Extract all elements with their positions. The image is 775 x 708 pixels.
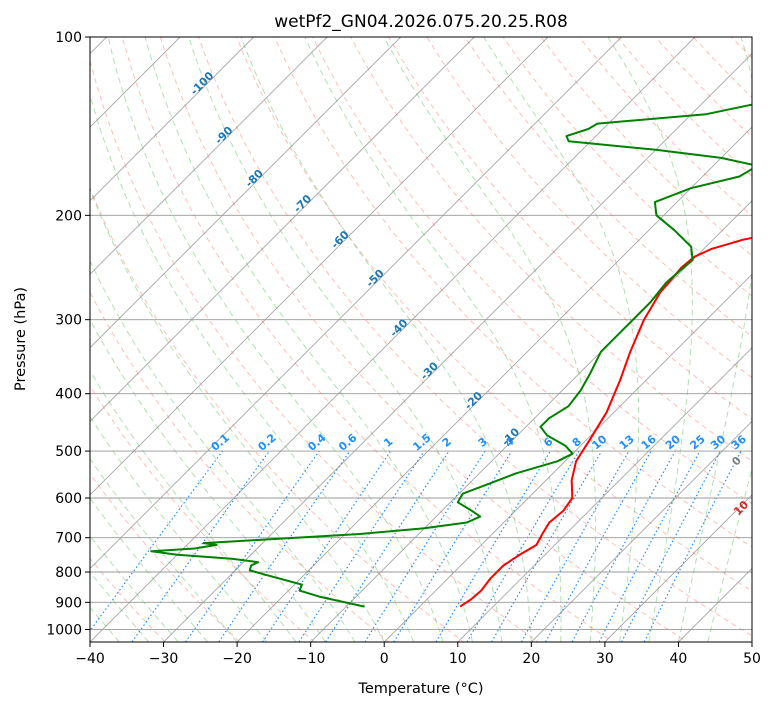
isotherm-line	[236, 126, 752, 642]
mixing-ratio-line	[325, 450, 450, 642]
isotherm-line	[90, 37, 549, 496]
mixing-ratio-line	[131, 450, 270, 642]
dry-adiabat-line	[90, 291, 390, 642]
isotherm-line	[162, 52, 752, 642]
mixing-ratio-line	[185, 450, 320, 642]
isotherm-line	[90, 37, 255, 202]
dry-adiabat-line	[90, 384, 316, 642]
x-tick-label: −40	[75, 651, 105, 667]
moist-adiabat-line	[90, 415, 267, 642]
y-tick-label: 1000	[46, 622, 82, 638]
moist-adiabats	[90, 37, 752, 642]
mixing-ratio-line	[571, 450, 676, 642]
mixing-ratio-line	[218, 450, 351, 642]
moist-adiabat-line	[90, 369, 297, 642]
x-axis-title: Temperature (°C)	[357, 681, 483, 697]
x-tick-label: −30	[149, 651, 179, 667]
moist-adiabat-line	[677, 37, 752, 642]
dry-adiabat-line	[236, 37, 752, 592]
y-tick-label: 400	[55, 387, 82, 403]
moist-adiabat-line	[188, 37, 503, 642]
y-axis-title: Pressure (hPa)	[13, 287, 29, 391]
dewpoint-profile-line	[150, 103, 752, 608]
dry-adiabat-line	[502, 37, 752, 297]
x-tick-label: 30	[596, 651, 614, 667]
isotherm-line	[604, 494, 752, 642]
x-tick-label: 0	[380, 651, 389, 667]
isotherm-line	[383, 273, 752, 642]
y-axis-ticks: 100 200 300 400 500 600 700 800 900 1000	[46, 30, 90, 638]
isotherms	[90, 37, 752, 642]
moist-adiabat-line	[90, 497, 209, 642]
moist-adiabat-line	[90, 259, 356, 642]
x-tick-label: −10	[296, 651, 326, 667]
x-axis-ticks: −40 −30 −20 −10 0 10 20 30 40 50	[75, 642, 761, 667]
moist-adiabat-line	[90, 188, 385, 642]
x-tick-label: 20	[522, 651, 540, 667]
moist-adiabat-line	[144, 37, 473, 642]
moist-adiabat-line	[483, 37, 640, 642]
x-tick-label: 40	[670, 651, 688, 667]
mixing-ratio-line	[261, 450, 391, 642]
y-tick-label: 900	[55, 595, 82, 611]
isotherm-line	[90, 37, 623, 570]
temperature-profile-line	[459, 236, 752, 608]
moist-adiabat-line	[707, 467, 752, 642]
y-tick-label: 200	[55, 208, 82, 224]
dry-adiabat-line	[388, 37, 752, 420]
y-tick-label: 100	[55, 30, 82, 46]
moist-adiabat-line	[240, 37, 532, 642]
y-tick-label: 800	[55, 565, 82, 581]
isotherm-line	[90, 37, 328, 275]
sounding-profiles	[150, 103, 752, 608]
y-tick-label: 600	[55, 491, 82, 507]
mixing-ratio-lines	[90, 450, 742, 642]
moist-adiabat-line	[107, 37, 444, 642]
plot-frame	[89, 36, 753, 643]
moist-adiabat-line	[304, 37, 562, 642]
mixing-ratio-line	[298, 450, 425, 642]
chart-title: wetPf2_GN04.2026.075.20.25.R08	[274, 12, 568, 32]
x-tick-label: −20	[222, 651, 252, 667]
pressure-gridlines	[90, 37, 752, 630]
moist-adiabat-line	[90, 318, 326, 642]
y-tick-label: 500	[55, 444, 82, 460]
isotherm-line	[90, 37, 181, 128]
dry-adiabat-line	[90, 58, 539, 642]
mixing-ratio-line	[393, 450, 513, 642]
isotherm-line	[90, 37, 402, 349]
dry-adiabat-line	[121, 37, 614, 642]
y-tick-label: 300	[55, 313, 82, 329]
y-tick-label: 700	[55, 531, 82, 547]
moist-adiabat-line	[383, 37, 597, 642]
dry-adiabat-line	[90, 557, 166, 642]
isotherm-line	[457, 347, 752, 642]
mixing-ratio-line	[90, 450, 223, 632]
isotherm-line	[90, 37, 475, 423]
isotherm-line	[530, 420, 752, 642]
moist-adiabat-line	[607, 37, 693, 642]
mixing-ratio-line	[545, 450, 652, 642]
mixing-ratio-line	[520, 450, 630, 642]
x-tick-label: 50	[743, 651, 761, 667]
mixing-ratio-line	[643, 450, 742, 642]
x-tick-label: 10	[449, 651, 467, 667]
isotherm-line	[90, 37, 696, 642]
moist-adiabat-line	[90, 457, 238, 642]
moist-adiabat-line	[90, 535, 179, 642]
